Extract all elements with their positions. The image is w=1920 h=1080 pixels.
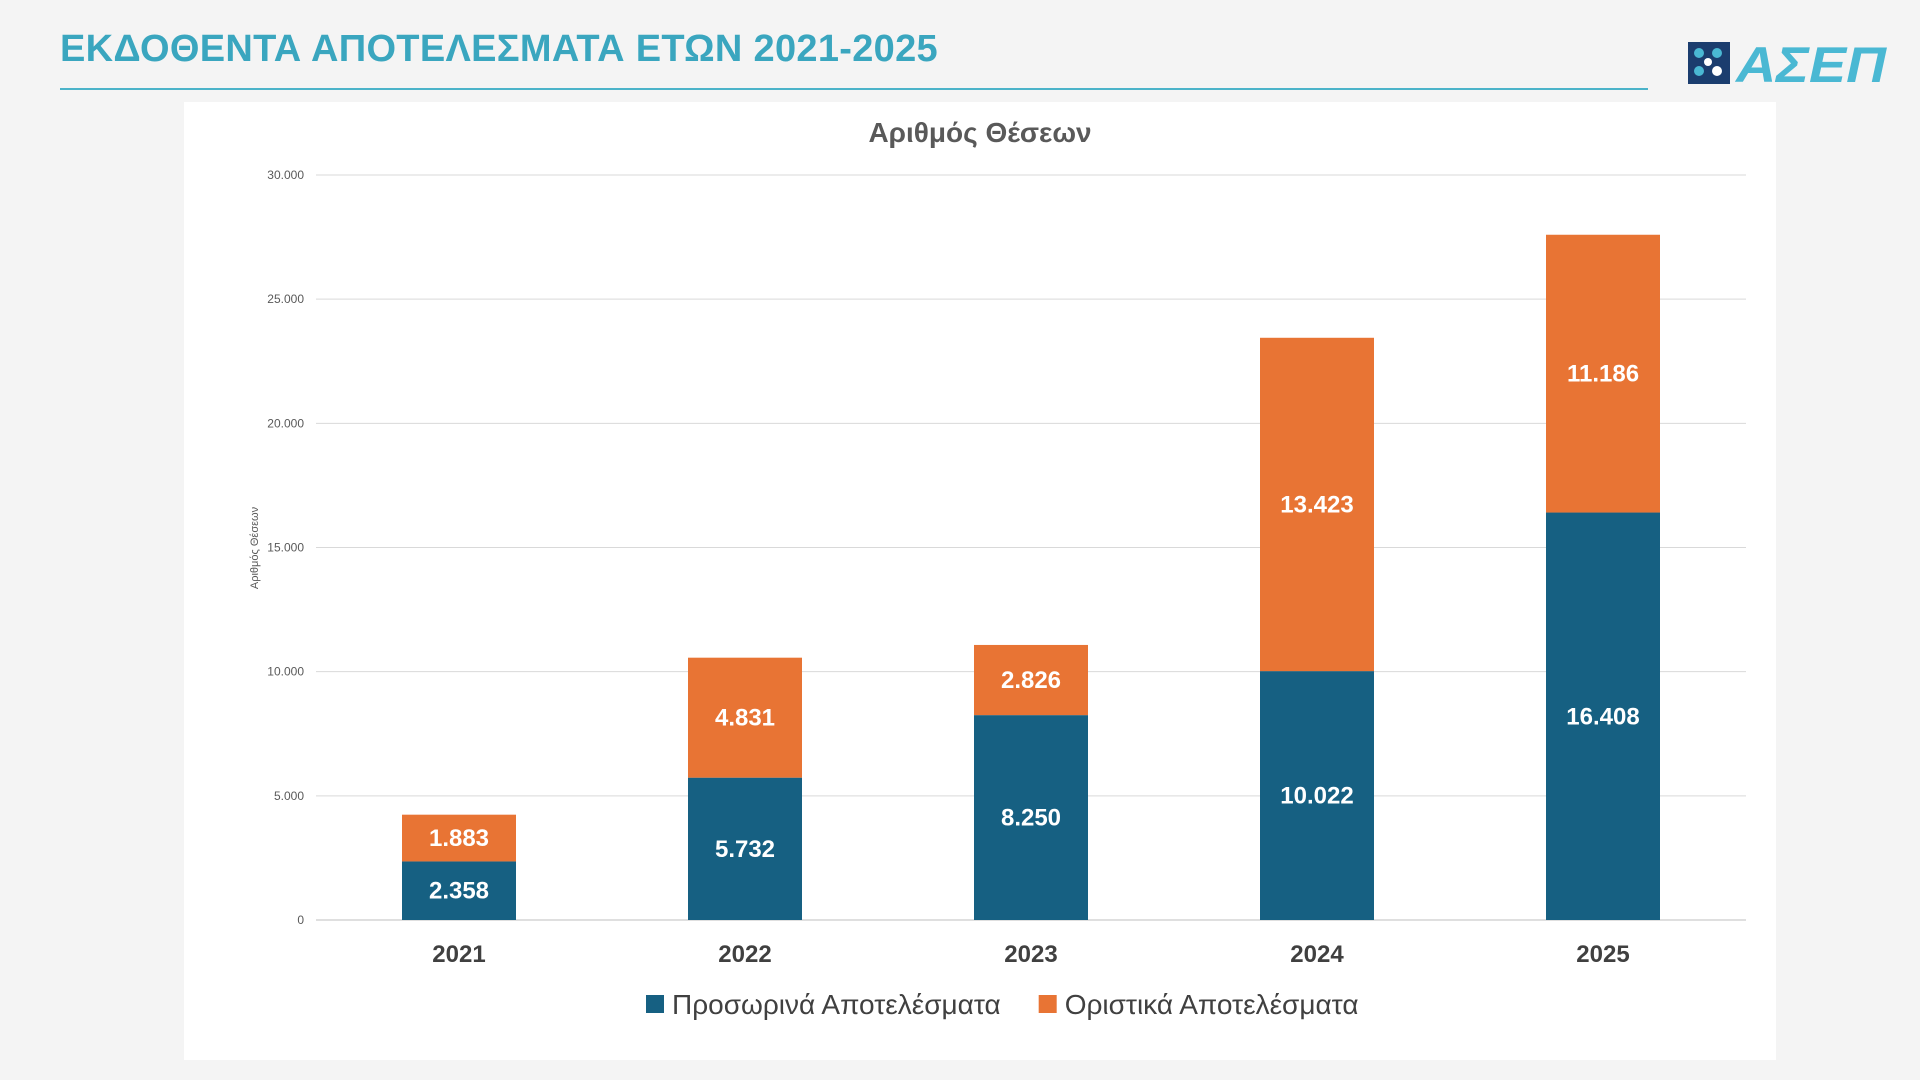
y-tick-label: 5.000 <box>274 789 304 803</box>
bar-provisional-2022 <box>688 777 802 920</box>
data-label-final-2024: 13.423 <box>1280 491 1353 518</box>
x-tick-label-2023: 2023 <box>1004 941 1057 968</box>
y-axis-label: Αριθμός Θέσεων <box>249 506 261 589</box>
data-label-provisional-2022: 5.732 <box>715 836 775 863</box>
bar-provisional-2021 <box>402 861 516 920</box>
y-tick-label: 15.000 <box>267 541 304 555</box>
data-label-final-2021: 1.883 <box>429 825 489 852</box>
y-tick-label: 20.000 <box>267 416 304 430</box>
bar-final-2021 <box>402 814 516 862</box>
chart-card: Αριθμός Θέσεων Αριθμός Θέσεων 0 5.000 10.0… <box>184 102 1776 1060</box>
bar-final-2025 <box>1546 234 1660 513</box>
x-tick-label-2025: 2025 <box>1576 941 1629 968</box>
asep-logo: ΑΣΕΠ <box>1688 37 1887 90</box>
y-tick-label: 30.000 <box>267 168 304 182</box>
legend-label-final: Οριστικά Αποτελέσματα <box>1065 989 1359 1020</box>
bar-final-2023 <box>974 644 1088 716</box>
bars: 2.358 1.883 5.732 4.831 8.250 2.826 10.022 13.4… <box>402 234 1660 920</box>
bar-provisional-2024 <box>1260 671 1374 920</box>
chart-title: Αριθμός Θέσεων <box>868 117 1091 148</box>
x-tick-label-2024: 2024 <box>1290 941 1344 968</box>
legend-label-provisional: Προσωρινά Αποτελέσματα <box>672 989 1001 1020</box>
y-tick-label: 25.000 <box>267 292 304 306</box>
bar-provisional-2025 <box>1546 512 1660 920</box>
data-label-final-2023: 2.826 <box>1001 667 1061 694</box>
legend: Προσωρινά Αποτελέσματα Οριστικά Αποτελέσμ… <box>646 989 1359 1020</box>
x-tick-label-2022: 2022 <box>718 941 771 968</box>
data-label-final-2022: 4.831 <box>715 705 775 732</box>
y-axis-ticks: 0 5.000 10.000 15.000 20.000 25.000 30.000 <box>267 168 304 927</box>
legend-swatch-provisional <box>646 995 664 1013</box>
y-tick-label: 0 <box>297 913 304 927</box>
logo-text: ΑΣΕΠ <box>1734 37 1887 90</box>
bar-provisional-2023 <box>974 715 1088 920</box>
bar-final-2022 <box>688 657 802 778</box>
bar-final-2024 <box>1260 337 1374 672</box>
data-label-provisional-2024: 10.022 <box>1280 783 1353 810</box>
data-label-provisional-2023: 8.250 <box>1001 805 1061 832</box>
legend-swatch-final <box>1038 995 1057 1013</box>
x-axis-ticks: 2021 2022 2023 2024 2025 <box>432 941 1629 968</box>
x-tick-label-2021: 2021 <box>432 941 485 968</box>
page-title: ΕΚΔΟΘΕΝΤΑ ΑΠΟΤΕΛΕΣΜΑΤΑ ΕΤΩΝ 2021-2025 <box>60 28 938 70</box>
data-label-final-2025: 11.186 <box>1567 361 1639 388</box>
logo-emblem-icon <box>1688 42 1730 84</box>
stacked-bar-chart: Αριθμός Θέσεων Αριθμός Θέσεων 0 5.000 10.0… <box>249 117 1746 1020</box>
data-label-provisional-2021: 2.358 <box>429 878 489 905</box>
data-label-provisional-2025: 16.408 <box>1566 703 1639 730</box>
title-divider <box>60 88 1648 90</box>
y-tick-label: 10.000 <box>267 665 304 679</box>
